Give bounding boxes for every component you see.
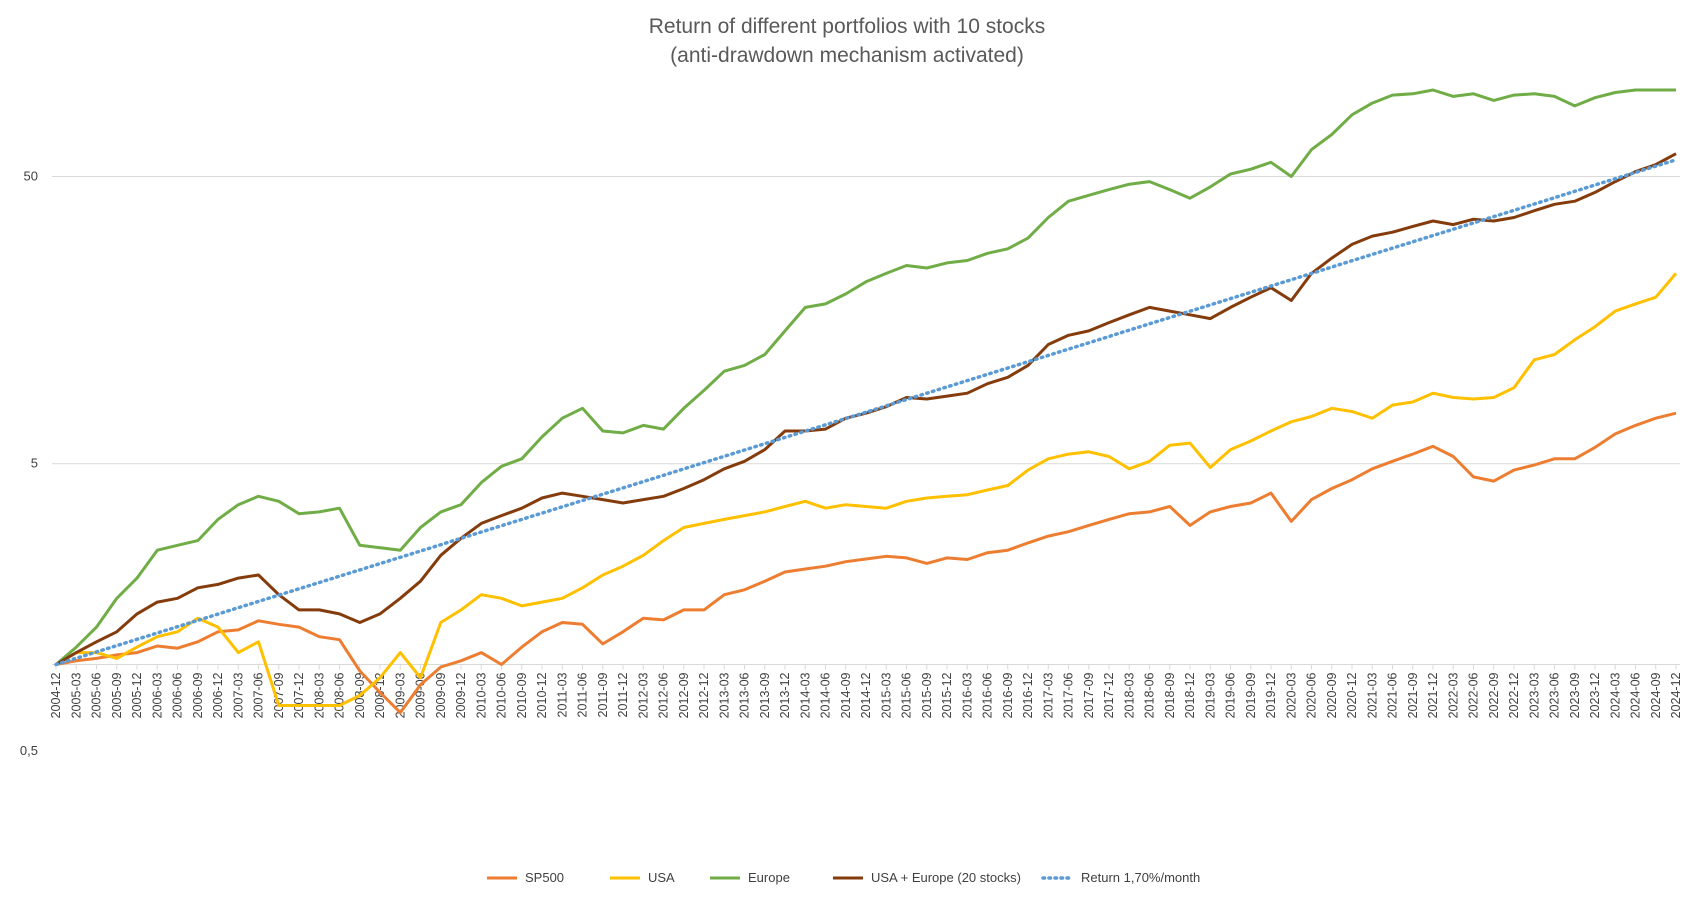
x-tick-label: 2004-12: [49, 672, 63, 718]
x-tick-label: 2021-03: [1365, 672, 1379, 718]
x-tick-label: 2007-09: [272, 672, 286, 718]
x-tick-label: 2014-09: [839, 672, 853, 718]
x-tick-label: 2009-09: [434, 672, 448, 718]
x-tick-label: 2012-12: [697, 672, 711, 718]
x-tick-label: 2006-06: [171, 672, 185, 718]
x-tick-label: 2017-12: [1102, 672, 1116, 718]
x-tick-label: 2017-06: [1062, 672, 1076, 718]
x-tick-label: 2019-06: [1224, 672, 1238, 718]
x-tick-label: 2012-06: [657, 672, 671, 718]
legend-label-0: SP500: [525, 870, 564, 885]
x-tick-label: 2016-12: [1021, 672, 1035, 718]
x-tick-label: 2009-12: [454, 672, 468, 718]
x-tick-label: 2017-03: [1041, 672, 1055, 718]
x-tick-label: 2019-09: [1244, 672, 1258, 718]
series-line-2: [55, 88, 1676, 666]
x-tick-label: 2014-03: [798, 672, 812, 718]
x-tick-label: 2013-09: [758, 672, 772, 718]
x-tick-label: 2011-03: [555, 672, 569, 717]
series-line-0: [55, 411, 1677, 715]
x-tick-label: 2006-03: [150, 672, 164, 718]
series-line-4: [54, 158, 1678, 667]
x-tick-label: 2015-06: [900, 672, 914, 718]
legend-label-4: Return 1,70%/month: [1081, 870, 1200, 885]
y-axis-ticks: 0,5 5 50: [20, 168, 38, 758]
x-tick-label: 2020-06: [1305, 672, 1319, 718]
x-tick-label: 2015-03: [879, 672, 893, 718]
legend-label-2: Europe: [748, 870, 790, 885]
x-axis-ticks: 2004-12 2005-03 2005-06 2005-09 2005-12 2006-…: [49, 664, 1683, 718]
x-tick-label: 2020-03: [1284, 672, 1298, 718]
x-tick-label: 2024-06: [1629, 672, 1643, 718]
x-tick-label: 2018-12: [1183, 672, 1197, 718]
x-tick-label: 2006-09: [191, 672, 205, 718]
x-tick-label: 2008-12: [373, 672, 387, 718]
x-tick-label: 2023-06: [1548, 672, 1562, 718]
x-tick-label: 2013-06: [738, 672, 752, 718]
chart-title: Return of different portfolios with 10 s…: [649, 15, 1045, 38]
legend-label-1: USA: [648, 870, 675, 885]
x-tick-label: 2011-09: [596, 672, 610, 717]
x-tick-label: 2018-09: [1163, 672, 1177, 718]
x-tick-label: 2008-06: [333, 672, 347, 718]
x-tick-label: 2020-12: [1345, 672, 1359, 718]
x-tick-label: 2010-06: [495, 672, 509, 718]
y-tick-label: 5: [31, 456, 38, 471]
y-tick-label: 0,5: [20, 743, 38, 758]
x-tick-label: 2016-03: [960, 672, 974, 718]
x-tick-label: 2024-12: [1669, 672, 1683, 718]
x-tick-label: 2023-12: [1588, 672, 1602, 718]
x-tick-label: 2024-03: [1608, 672, 1622, 718]
series-group: [54, 88, 1678, 715]
x-tick-label: 2021-06: [1386, 672, 1400, 718]
x-tick-label: 2021-12: [1426, 672, 1440, 718]
x-tick-label: 2016-06: [981, 672, 995, 718]
x-tick-label: 2005-03: [69, 672, 83, 718]
gridlines: [52, 175, 1680, 666]
x-tick-label: 2011-06: [576, 672, 590, 717]
x-tick-label: 2005-12: [130, 672, 144, 718]
x-tick-label: 2010-12: [535, 672, 549, 718]
chart-subtitle: (anti-drawdown mechanism activated): [670, 44, 1024, 67]
x-tick-label: 2005-09: [110, 672, 124, 718]
x-tick-label: 2014-12: [859, 672, 873, 718]
x-tick-label: 2015-09: [920, 672, 934, 718]
x-tick-label: 2017-09: [1082, 672, 1096, 718]
x-tick-label: 2020-09: [1325, 672, 1339, 718]
x-tick-label: 2007-06: [252, 672, 266, 718]
x-tick-label: 2007-03: [231, 672, 245, 718]
x-tick-label: 2016-09: [1001, 672, 1015, 718]
x-tick-label: 2014-06: [819, 672, 833, 718]
x-tick-label: 2018-03: [1122, 672, 1136, 718]
x-tick-label: 2006-12: [211, 672, 225, 718]
x-tick-label: 2008-03: [312, 672, 326, 718]
x-tick-label: 2022-09: [1487, 672, 1501, 718]
x-tick-label: 2013-03: [717, 672, 731, 718]
legend-label-3: USA + Europe (20 stocks): [871, 870, 1021, 885]
x-tick-label: 2023-09: [1568, 672, 1582, 718]
x-tick-label: 2024-09: [1649, 672, 1663, 718]
y-tick-label: 50: [24, 168, 38, 183]
x-tick-label: 2012-03: [636, 672, 650, 718]
x-tick-label: 2010-09: [515, 672, 529, 718]
x-tick-label: 2015-12: [940, 672, 954, 718]
x-tick-label: 2019-12: [1264, 672, 1278, 718]
x-tick-label: 2007-12: [292, 672, 306, 718]
x-tick-label: 2019-03: [1203, 672, 1217, 718]
x-tick-label: 2022-06: [1467, 672, 1481, 718]
x-tick-label: 2022-12: [1507, 672, 1521, 718]
x-tick-label: 2005-06: [90, 672, 104, 718]
x-tick-label: 2011-12: [616, 672, 630, 717]
x-tick-label: 2012-09: [677, 672, 691, 718]
x-tick-label: 2010-03: [474, 672, 488, 718]
x-tick-label: 2023-03: [1527, 672, 1541, 718]
x-tick-label: 2013-12: [778, 672, 792, 718]
series-line-1: [55, 272, 1678, 707]
x-tick-label: 2009-06: [414, 672, 428, 718]
x-tick-label: 2018-06: [1143, 672, 1157, 718]
x-tick-label: 2021-09: [1406, 672, 1420, 718]
x-tick-label: 2022-03: [1446, 672, 1460, 718]
legend: SP500 USA Europe USA + Europe (20 stocks) Re…: [487, 870, 1200, 885]
